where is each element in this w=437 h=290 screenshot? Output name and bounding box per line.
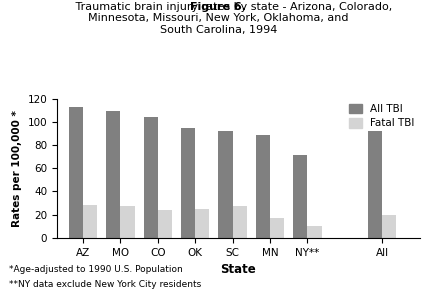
Bar: [195, 209, 209, 238]
Text: Figure 6.: Figure 6.: [191, 2, 246, 12]
Bar: [69, 107, 83, 238]
Y-axis label: Rates per 100,000 *: Rates per 100,000 *: [12, 110, 22, 227]
Bar: [293, 155, 307, 238]
Bar: [120, 206, 135, 238]
Bar: [270, 218, 284, 238]
Bar: [181, 128, 195, 238]
Bar: [83, 205, 97, 238]
Text: Traumatic brain injury rates by state - Arizona, Colorado,
Minnesota, Missouri, : Traumatic brain injury rates by state - …: [45, 2, 392, 35]
Bar: [218, 131, 232, 238]
Bar: [106, 111, 120, 238]
Bar: [382, 215, 396, 238]
Text: *Age-adjusted to 1990 U.S. Population: *Age-adjusted to 1990 U.S. Population: [9, 265, 183, 274]
Legend: All TBI, Fatal TBI: All TBI, Fatal TBI: [349, 104, 414, 128]
Text: **NY data exclude New York City residents: **NY data exclude New York City resident…: [9, 280, 201, 289]
Bar: [144, 117, 158, 238]
X-axis label: State: State: [220, 263, 256, 276]
Bar: [232, 206, 247, 238]
Bar: [368, 131, 382, 238]
Bar: [158, 210, 172, 238]
Bar: [256, 135, 270, 238]
Bar: [307, 226, 322, 238]
